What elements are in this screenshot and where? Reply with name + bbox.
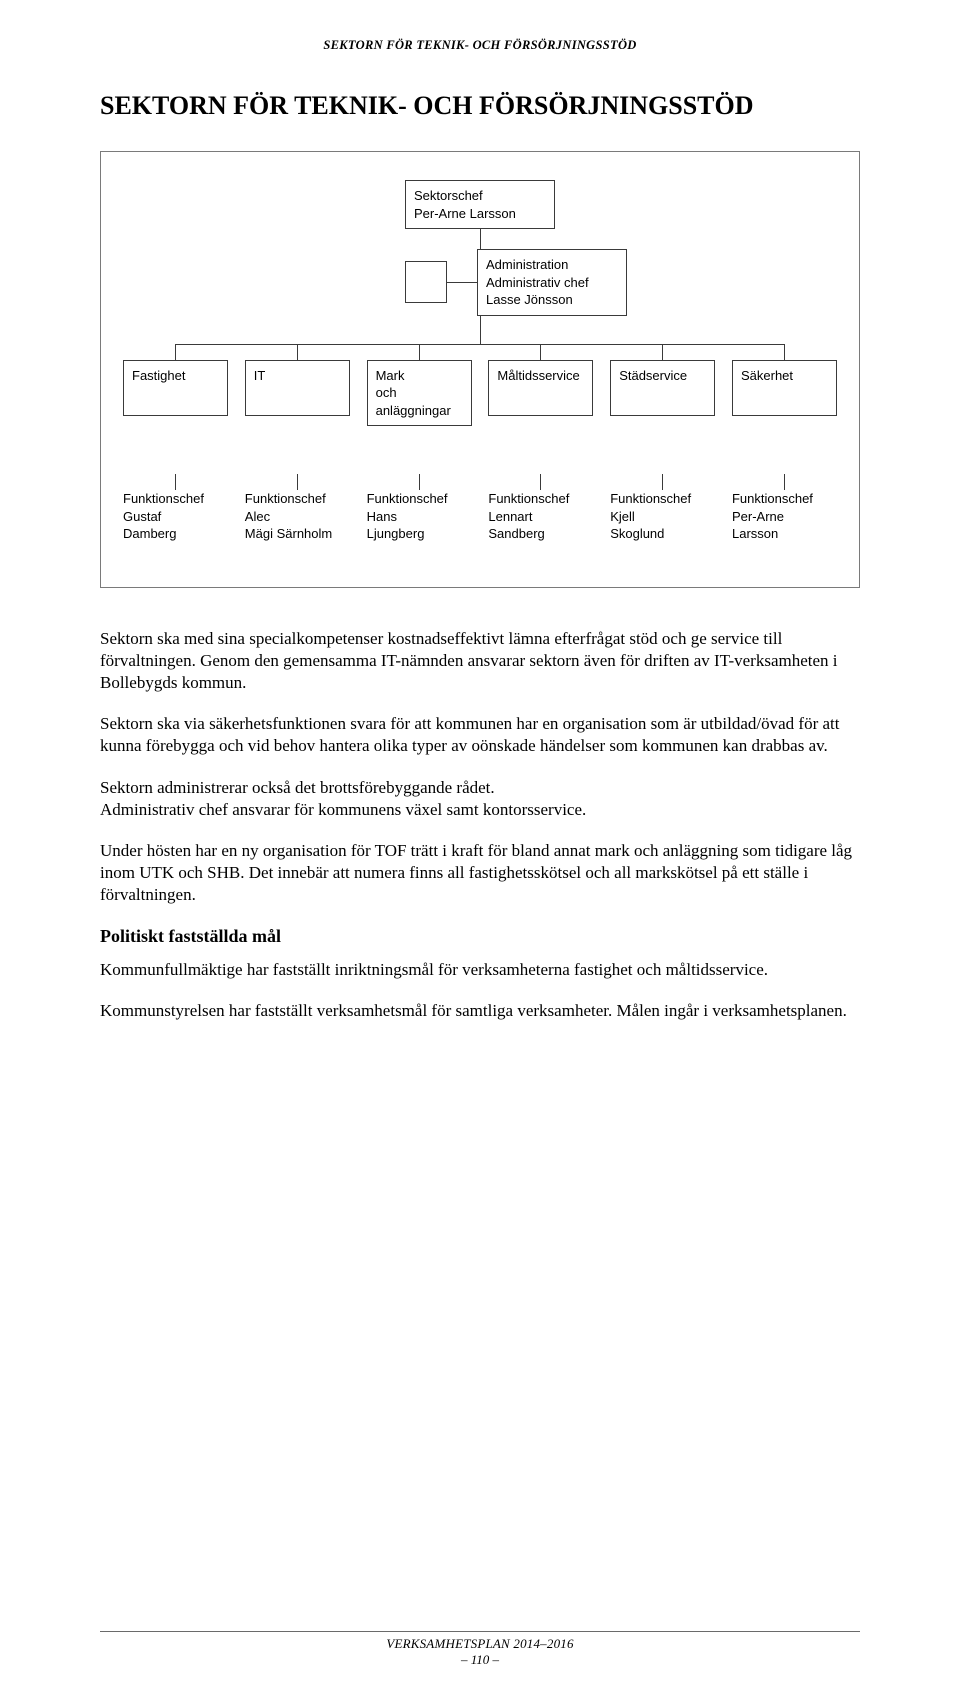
org-chart-frame: Sektorschef Per-Arne Larsson Administrat…: [100, 151, 860, 588]
org-dept-label: Städservice: [619, 367, 706, 385]
org-box-department: Fastighet: [123, 360, 228, 416]
org-chief-label: FunktionschefGustafDamberg: [123, 490, 228, 543]
org-dept-column: IT: [245, 344, 350, 427]
org-hline: [175, 344, 785, 345]
org-chief-label: FunktionschefAlecMägi Särnholm: [245, 490, 350, 543]
org-chief-column: FunktionschefAlecMägi Särnholm: [245, 474, 350, 543]
org-connector: [297, 344, 298, 360]
paragraph: Sektorn administrerar också det brottsfö…: [100, 777, 860, 799]
org-dept-label: Fastighet: [132, 367, 219, 385]
admin-name: Lasse Jönsson: [486, 291, 618, 309]
org-chief-label: FunktionschefLennartSandberg: [488, 490, 593, 543]
org-connector: [447, 282, 477, 283]
org-dept-label: Måltidsservice: [497, 367, 584, 385]
paragraph: Sektorn ska via säkerhetsfunktionen svar…: [100, 713, 860, 757]
org-chief-column: FunktionschefLennartSandberg: [488, 474, 593, 543]
org-connector: [419, 474, 420, 490]
org-chief-label: FunktionschefHansLjungberg: [367, 490, 472, 543]
footer-rule: [100, 1631, 860, 1632]
org-connector: [480, 316, 481, 344]
body-text: Sektorn ska med sina specialkompetenser …: [100, 628, 860, 1022]
page-footer: VERKSAMHETSPLAN 2014–2016 – 110 –: [100, 1631, 860, 1668]
org-box-department: IT: [245, 360, 350, 416]
admin-title: Administration: [486, 256, 618, 274]
org-dept-label: och: [376, 384, 463, 402]
org-dept-label: anläggningar: [376, 402, 463, 420]
org-dept-column: Städservice: [610, 344, 715, 427]
org-chief-label: FunktionschefPer-ArneLarsson: [732, 490, 837, 543]
org-connector: [540, 344, 541, 360]
org-chief-column: FunktionschefKjellSkoglund: [610, 474, 715, 543]
paragraph: Administrativ chef ansvarar för kommunen…: [100, 799, 860, 821]
paragraph: Sektorn ska med sina specialkompetenser …: [100, 628, 860, 693]
org-box-department: Städservice: [610, 360, 715, 416]
org-connector: [662, 474, 663, 490]
org-dept-column: Fastighet: [123, 344, 228, 427]
org-dept-label: Mark: [376, 367, 463, 385]
footer-page-number: – 110 –: [100, 1652, 860, 1668]
org-connector: [175, 474, 176, 490]
org-chief-column: FunktionschefPer-ArneLarsson: [732, 474, 837, 543]
org-dept-column: Markochanläggningar: [367, 344, 472, 427]
org-hub-box: [405, 261, 447, 303]
section-heading: Politiskt fastställda mål: [100, 926, 860, 947]
org-box-administration: Administration Administrativ chef Lasse …: [477, 249, 627, 316]
paragraph: Kommunstyrelsen har fastställt verksamhe…: [100, 1000, 860, 1022]
org-box-department: Säkerhet: [732, 360, 837, 416]
document-title: SEKTORN FÖR TEKNIK- OCH FÖRSÖRJNINGSSTÖD: [100, 91, 860, 121]
org-dept-label: Säkerhet: [741, 367, 828, 385]
footer-title: VERKSAMHETSPLAN 2014–2016: [100, 1636, 860, 1652]
sector-chief-title: Sektorschef: [414, 187, 546, 205]
org-chief-label: FunktionschefKjellSkoglund: [610, 490, 715, 543]
org-connector: [784, 474, 785, 490]
org-box-sector-chief: Sektorschef Per-Arne Larsson: [405, 180, 555, 229]
org-chief-column: FunktionschefHansLjungberg: [367, 474, 472, 543]
org-connector: [784, 344, 785, 360]
org-chief-column: FunktionschefGustafDamberg: [123, 474, 228, 543]
org-connector: [540, 474, 541, 490]
org-box-department: Måltidsservice: [488, 360, 593, 416]
org-dept-column: Säkerhet: [732, 344, 837, 427]
org-connector: [419, 344, 420, 360]
org-dept-column: Måltidsservice: [488, 344, 593, 427]
org-connector: [175, 344, 176, 360]
org-dept-label: IT: [254, 367, 341, 385]
sector-chief-name: Per-Arne Larsson: [414, 205, 546, 223]
org-connector: [480, 229, 481, 249]
running-header: SEKTORN FÖR TEKNIK- OCH FÖRSÖRJNINGSSTÖD: [100, 38, 860, 53]
org-box-department: Markochanläggningar: [367, 360, 472, 427]
admin-subtitle: Administrativ chef: [486, 274, 618, 292]
paragraph: Under hösten har en ny organisation för …: [100, 840, 860, 905]
org-connector: [662, 344, 663, 360]
org-connector: [297, 474, 298, 490]
paragraph: Kommunfullmäktige har fastställt inriktn…: [100, 959, 860, 981]
